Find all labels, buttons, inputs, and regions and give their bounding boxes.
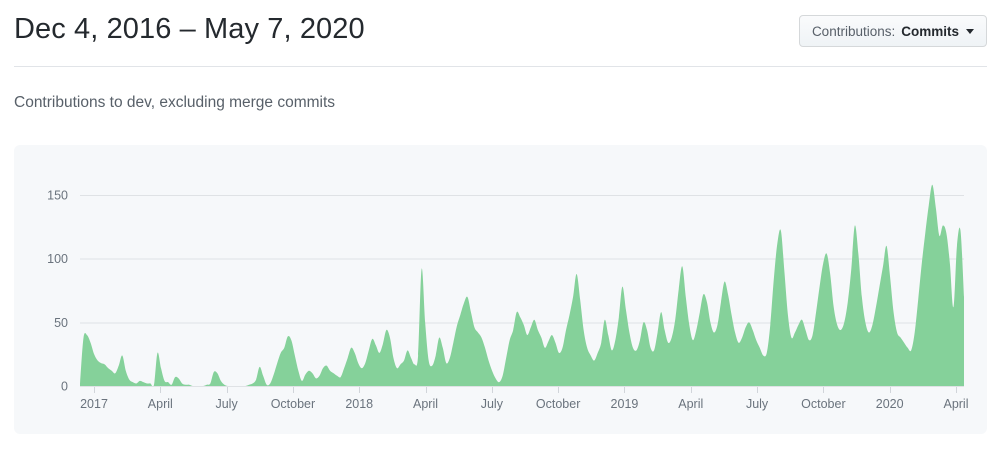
x-axis-tick-label: April <box>678 397 703 411</box>
x-axis-tick-label: April <box>148 397 173 411</box>
x-axis-tick-label: July <box>215 397 238 411</box>
header-divider <box>14 66 987 67</box>
chevron-down-icon <box>966 28 974 34</box>
x-axis-tick-label: April <box>943 397 968 411</box>
contributions-dropdown-label: Contributions: <box>811 23 896 39</box>
page-header: Dec 4, 2016 – May 7, 2020 Contributions:… <box>14 8 987 58</box>
chart-x-axis-ticks <box>80 386 964 393</box>
x-axis-tick-label: October <box>536 397 580 411</box>
chart-y-axis-labels: 0 50 100 150 <box>47 189 68 394</box>
x-axis-tick-label: October <box>271 397 315 411</box>
page-title: Dec 4, 2016 – May 7, 2020 <box>14 13 365 45</box>
contributions-chart-card: 0 50 100 150 2017 April July October 2018 April J… <box>14 145 987 434</box>
y-axis-tick-label: 0 <box>61 380 68 394</box>
x-axis-tick-label: 2019 <box>611 397 639 411</box>
x-axis-tick-label: July <box>481 397 504 411</box>
chart-x-axis-labels: 2017 April July October 2018 April July October… <box>80 397 968 411</box>
chart-subtitle: Contributions to dev, excluding merge co… <box>14 94 336 111</box>
x-axis-tick-label: October <box>801 397 845 411</box>
y-axis-tick-label: 150 <box>47 189 68 203</box>
contributions-area-chart[interactable]: 0 50 100 150 2017 April July October 2018 April J… <box>14 145 987 434</box>
x-axis-tick-label: 2020 <box>876 397 904 411</box>
commits-area-series <box>80 184 964 387</box>
x-axis-tick-label: July <box>746 397 769 411</box>
x-axis-tick-label: April <box>413 397 438 411</box>
y-axis-tick-label: 50 <box>54 316 68 330</box>
x-axis-tick-label: 2018 <box>345 397 373 411</box>
contributions-dropdown-value: Commits <box>901 23 959 39</box>
x-axis-tick-label: 2017 <box>80 397 108 411</box>
contributions-type-dropdown[interactable]: Contributions: Commits <box>798 15 987 47</box>
y-axis-tick-label: 100 <box>47 252 68 266</box>
